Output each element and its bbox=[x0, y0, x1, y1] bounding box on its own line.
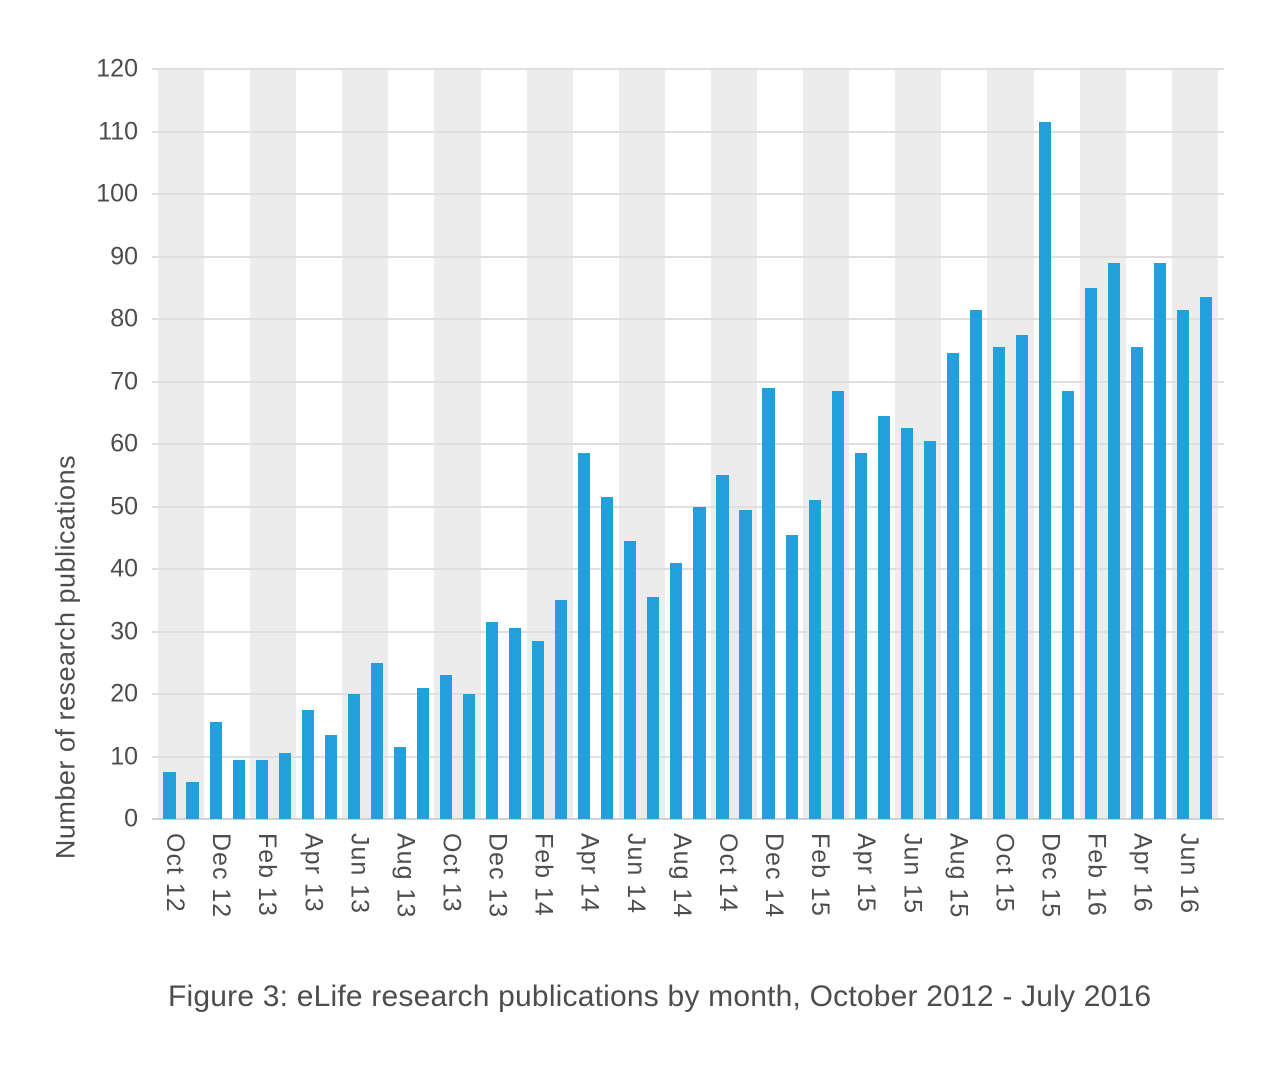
bar bbox=[808, 500, 821, 819]
x-tick-label: Dec 13 bbox=[483, 833, 512, 919]
gridline bbox=[152, 693, 1224, 695]
y-tick-label: 70 bbox=[110, 367, 138, 395]
bar bbox=[186, 781, 199, 819]
y-axis-title: Number of research publications bbox=[50, 454, 81, 860]
bar bbox=[1015, 334, 1029, 819]
bar bbox=[485, 622, 499, 819]
x-tick-label: Dec 12 bbox=[207, 833, 236, 919]
y-tick-label: 60 bbox=[110, 429, 138, 458]
bar bbox=[670, 562, 683, 819]
gridline bbox=[152, 630, 1224, 633]
bar bbox=[992, 347, 1006, 819]
y-tick-label: 80 bbox=[110, 304, 138, 333]
x-tick-label: Oct 12 bbox=[161, 833, 190, 913]
bar bbox=[509, 628, 522, 819]
figure-caption: Figure 3: eLife research publications by… bbox=[168, 980, 1152, 1013]
x-tick-label: Apr 13 bbox=[299, 833, 328, 913]
gridline bbox=[152, 130, 1224, 133]
bar bbox=[278, 753, 291, 819]
bar bbox=[578, 453, 591, 819]
x-tick-label: Oct 14 bbox=[713, 833, 742, 913]
bar bbox=[255, 759, 268, 819]
x-tick-label: Oct 15 bbox=[990, 833, 1019, 913]
bar bbox=[762, 387, 775, 819]
gridline bbox=[152, 318, 1224, 320]
bar bbox=[209, 722, 222, 819]
bar bbox=[624, 540, 637, 819]
x-tick-label: Jun 15 bbox=[898, 833, 927, 915]
bar bbox=[163, 772, 176, 819]
gridline bbox=[152, 380, 1224, 383]
bar bbox=[716, 475, 729, 819]
bar bbox=[831, 390, 844, 819]
y-tick-label: 90 bbox=[110, 242, 138, 270]
bar bbox=[1200, 297, 1213, 819]
bar bbox=[301, 709, 314, 819]
x-tick-label: Feb 14 bbox=[529, 833, 558, 917]
x-tick-label: Jun 13 bbox=[345, 833, 374, 915]
y-tick-label: 120 bbox=[96, 54, 138, 83]
bar bbox=[347, 694, 360, 819]
x-tick-label: Dec 14 bbox=[760, 833, 789, 919]
x-tick-label: Feb 13 bbox=[253, 833, 282, 917]
bar bbox=[969, 309, 982, 819]
x-tick-label: Apr 15 bbox=[852, 833, 881, 913]
bar bbox=[370, 662, 383, 819]
bar bbox=[854, 453, 867, 819]
gridline bbox=[152, 255, 1224, 258]
bar bbox=[877, 415, 890, 819]
bar bbox=[1061, 390, 1075, 819]
bar bbox=[1131, 347, 1144, 819]
x-tick-label: Aug 13 bbox=[391, 833, 420, 919]
gridline bbox=[152, 68, 1224, 70]
x-tick-label: Dec 15 bbox=[1036, 833, 1065, 919]
y-tick-label: 110 bbox=[98, 117, 138, 145]
y-tick-label: 50 bbox=[110, 492, 138, 520]
bar bbox=[555, 600, 568, 819]
x-tick-label: Aug 14 bbox=[667, 833, 696, 919]
bar bbox=[462, 694, 476, 819]
x-tick-label: Aug 15 bbox=[944, 833, 973, 919]
gridline bbox=[152, 505, 1224, 508]
x-axis-line bbox=[152, 818, 1224, 820]
bar bbox=[900, 428, 913, 819]
bar bbox=[1154, 262, 1167, 819]
x-tick-label: Feb 15 bbox=[806, 833, 835, 917]
x-tick-label: Jun 14 bbox=[621, 833, 650, 915]
bar bbox=[785, 534, 798, 819]
bar bbox=[1038, 122, 1052, 819]
bar bbox=[393, 747, 406, 819]
x-tick-label: Apr 16 bbox=[1128, 833, 1157, 913]
bar bbox=[946, 353, 959, 819]
bar bbox=[693, 506, 706, 819]
x-tick-label: Jun 16 bbox=[1174, 833, 1203, 915]
y-tick-label: 30 bbox=[110, 617, 138, 645]
y-tick-label: 40 bbox=[110, 554, 138, 583]
bar bbox=[739, 509, 752, 819]
x-tick-label: Feb 16 bbox=[1082, 833, 1111, 917]
bar bbox=[324, 734, 337, 819]
x-tick-label: Oct 13 bbox=[437, 833, 466, 913]
bar bbox=[601, 497, 614, 819]
bar bbox=[1108, 262, 1121, 819]
y-tick-label: 100 bbox=[96, 179, 138, 208]
bar bbox=[232, 759, 245, 819]
x-tick-label: Apr 14 bbox=[575, 833, 604, 913]
bar bbox=[1085, 287, 1098, 819]
gridline bbox=[152, 755, 1224, 758]
gridline bbox=[152, 568, 1224, 570]
gridline bbox=[152, 443, 1224, 445]
bar bbox=[532, 640, 545, 819]
bar bbox=[1177, 309, 1190, 819]
bar bbox=[923, 440, 936, 819]
bar bbox=[647, 597, 660, 819]
y-tick-label: 10 bbox=[110, 742, 138, 770]
gridline bbox=[152, 193, 1224, 195]
y-tick-label: 0 bbox=[124, 804, 138, 833]
bar bbox=[439, 675, 453, 819]
bar bbox=[416, 687, 430, 819]
y-tick-label: 20 bbox=[110, 679, 138, 708]
